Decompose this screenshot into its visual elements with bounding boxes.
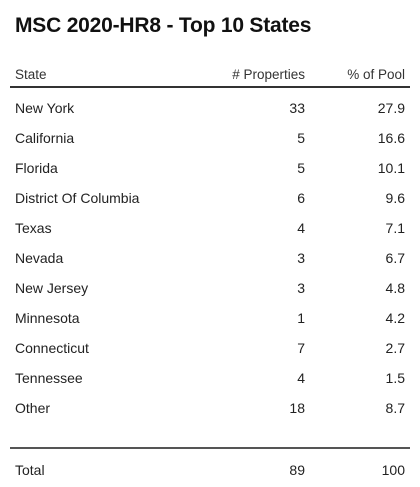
pool-cell: 16.6 [377, 130, 405, 146]
table-title: MSC 2020-HR8 - Top 10 States [15, 14, 312, 37]
total-divider [10, 447, 410, 449]
total-label: Total [15, 462, 45, 478]
pool-cell: 4.2 [385, 310, 405, 326]
pool-cell: 4.8 [385, 280, 405, 296]
pool-cell: 27.9 [377, 100, 405, 116]
table-row: Nevada 3 6.7 [10, 243, 410, 273]
properties-cell: 3 [297, 280, 305, 296]
state-cell: Texas [15, 220, 52, 236]
table-row: District Of Columbia 6 9.6 [10, 183, 410, 213]
table-row: California 5 16.6 [10, 123, 410, 153]
pool-cell: 9.6 [385, 190, 405, 206]
pool-cell: 6.7 [385, 250, 405, 266]
header-properties: # Properties [232, 67, 305, 82]
properties-cell: 4 [297, 220, 305, 236]
state-cell: Minnesota [15, 310, 80, 326]
table-row: Minnesota 1 4.2 [10, 303, 410, 333]
state-cell: Nevada [15, 250, 64, 266]
properties-cell: 6 [297, 190, 305, 206]
properties-cell: 3 [297, 250, 305, 266]
pool-cell: 8.7 [385, 400, 405, 416]
header-pool: % of Pool [347, 67, 405, 82]
pool-cell: 1.5 [385, 370, 405, 386]
total-properties: 89 [289, 462, 305, 478]
table-row: Florida 5 10.1 [10, 153, 410, 183]
state-cell: New Jersey [15, 280, 89, 296]
state-cell: Tennessee [15, 370, 83, 386]
state-cell: Florida [15, 160, 58, 176]
state-cell: District Of Columbia [15, 190, 140, 206]
table-row: Tennessee 4 1.5 [10, 363, 410, 393]
table-body: New York 33 27.9 California 5 16.6 Flori… [10, 88, 410, 423]
pool-cell: 10.1 [377, 160, 405, 176]
table-row: New York 33 27.9 [10, 93, 410, 123]
pool-cell: 7.1 [385, 220, 405, 236]
properties-cell: 5 [297, 130, 305, 146]
header-state: State [15, 67, 47, 82]
state-cell: New York [15, 100, 75, 116]
properties-cell: 5 [297, 160, 305, 176]
state-cell: Connecticut [15, 340, 89, 356]
table-row: Connecticut 7 2.7 [10, 333, 410, 363]
table-row: Other 18 8.7 [10, 393, 410, 423]
properties-cell: 7 [297, 340, 305, 356]
total-row: Total 89 100 [10, 455, 410, 485]
table-row: New Jersey 3 4.8 [10, 273, 410, 303]
state-cell: Other [15, 400, 51, 416]
properties-cell: 33 [289, 100, 305, 116]
properties-cell: 1 [297, 310, 305, 326]
properties-cell: 18 [289, 400, 305, 416]
pool-cell: 2.7 [385, 340, 405, 356]
properties-cell: 4 [297, 370, 305, 386]
total-pool: 100 [381, 462, 405, 478]
table-header: State # Properties % of Pool [10, 64, 410, 88]
table-row: Texas 4 7.1 [10, 213, 410, 243]
states-table: State # Properties % of Pool New York 33… [10, 64, 410, 485]
state-cell: California [15, 130, 75, 146]
